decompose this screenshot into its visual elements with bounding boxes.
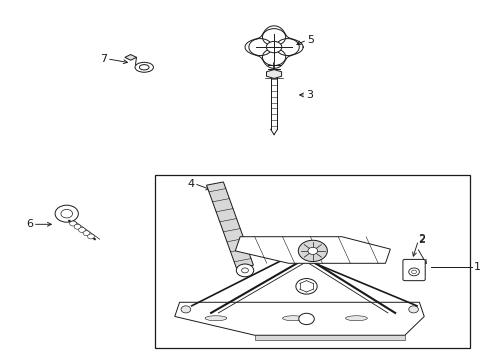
Ellipse shape — [345, 316, 368, 321]
Circle shape — [299, 313, 314, 325]
Text: 6: 6 — [26, 219, 33, 229]
Text: 1: 1 — [474, 262, 481, 272]
Circle shape — [74, 224, 81, 229]
Polygon shape — [125, 54, 137, 60]
Polygon shape — [267, 69, 282, 78]
Circle shape — [308, 247, 318, 255]
Circle shape — [409, 268, 419, 276]
Text: 3: 3 — [306, 90, 313, 100]
Polygon shape — [255, 335, 405, 339]
Text: 7: 7 — [100, 54, 107, 64]
Text: 2: 2 — [418, 235, 425, 245]
Bar — [155, 175, 470, 348]
Circle shape — [236, 264, 254, 277]
Circle shape — [296, 279, 317, 294]
Circle shape — [181, 306, 191, 313]
Text: 4: 4 — [187, 179, 194, 189]
Text: 5: 5 — [307, 35, 314, 45]
Circle shape — [78, 228, 85, 233]
FancyBboxPatch shape — [403, 260, 425, 281]
Ellipse shape — [135, 62, 153, 72]
Circle shape — [409, 306, 418, 313]
Circle shape — [88, 234, 95, 239]
Circle shape — [298, 240, 327, 261]
Polygon shape — [206, 182, 253, 269]
Circle shape — [55, 205, 78, 222]
Circle shape — [267, 41, 282, 53]
Ellipse shape — [283, 316, 304, 321]
Polygon shape — [235, 237, 391, 263]
Circle shape — [83, 231, 90, 236]
Circle shape — [70, 221, 76, 226]
Polygon shape — [175, 302, 424, 335]
Text: 2: 2 — [418, 234, 425, 244]
Ellipse shape — [205, 316, 227, 321]
